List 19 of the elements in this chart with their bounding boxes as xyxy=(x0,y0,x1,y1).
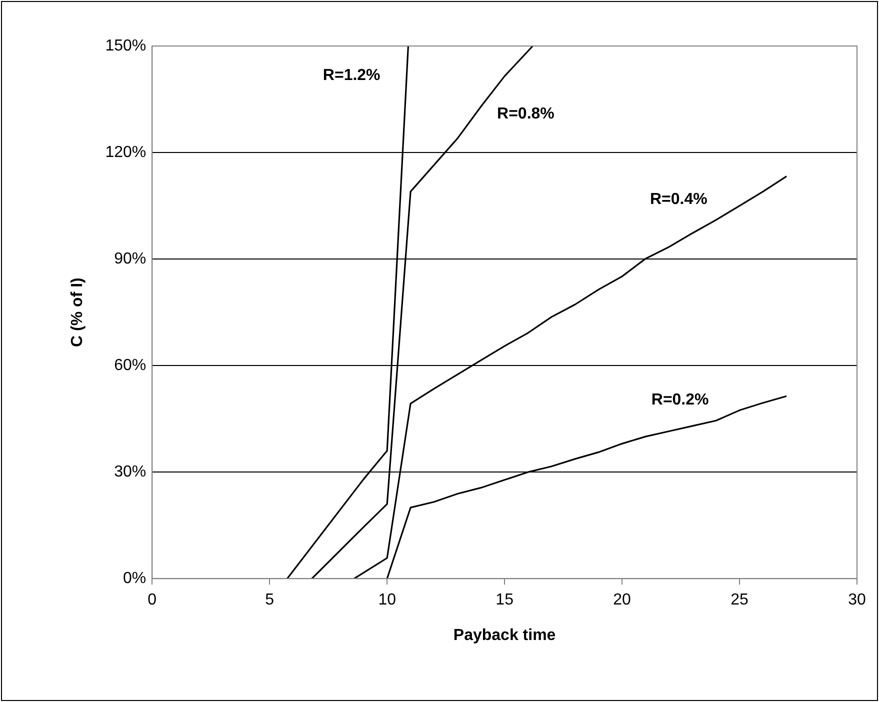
y-tick-label: 150% xyxy=(105,37,146,54)
y-tick-label: 60% xyxy=(114,356,146,374)
series-label: R=1.2% xyxy=(322,67,380,84)
series-label: R=0.4% xyxy=(650,190,708,208)
y-tick-label: 30% xyxy=(114,463,146,480)
y-tick-label: 120% xyxy=(105,144,146,161)
x-tick-label: 25 xyxy=(730,592,749,609)
x-tick-label: 20 xyxy=(613,592,632,609)
y-tick-label: 0% xyxy=(122,570,146,588)
x-axis-title: Payback time xyxy=(453,626,556,644)
x-tick-label: 5 xyxy=(265,592,274,609)
x-tick-label: 15 xyxy=(496,592,514,609)
y-tick-label: 90% xyxy=(114,250,146,268)
x-tick-label: 0 xyxy=(148,592,157,609)
series-label: R=0.8% xyxy=(497,106,554,123)
x-tick-label: 10 xyxy=(378,592,396,609)
y-axis-title: C (% of I) xyxy=(69,278,86,347)
x-tick-label: 30 xyxy=(848,592,866,609)
series-label: R=0.2% xyxy=(651,392,709,409)
